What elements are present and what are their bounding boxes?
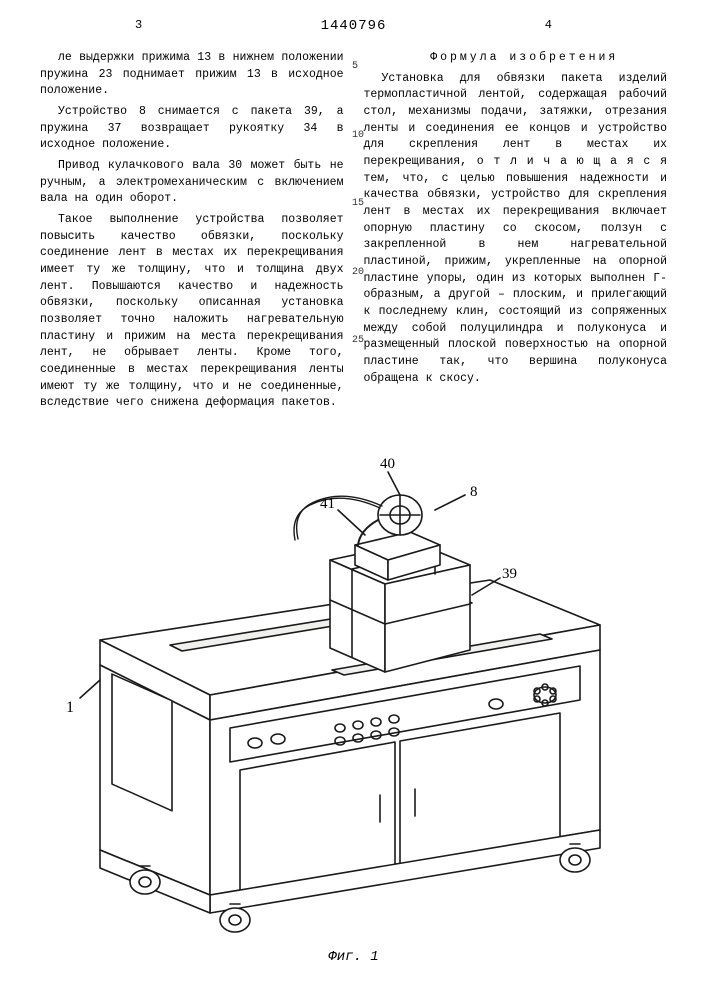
line-number-gutter: 5 10 15 20 25 <box>352 60 364 403</box>
patent-page: 3 1440796 4 5 10 15 20 25 ле выдержки пр… <box>0 0 707 1000</box>
line-num: 20 <box>352 266 364 281</box>
page-number-right: 4 <box>545 18 552 32</box>
callout-40: 40 <box>380 456 395 472</box>
right-column: Формула изобретения Установка для обвязк… <box>364 50 668 416</box>
callout-8: 8 <box>470 484 478 500</box>
callout-39: 39 <box>502 566 517 582</box>
figure-1: 40 41 8 39 1 Фиг. 1 <box>40 440 667 970</box>
paragraph: Устройство 8 снимается с пакета 39, а пр… <box>40 104 344 154</box>
paragraph: Привод кулачкового вала 30 может быть не… <box>40 158 344 208</box>
left-column: ле выдержки прижима 13 в нижнем положени… <box>40 50 344 416</box>
paragraph: Установка для обвязки пакета изделий тер… <box>364 71 668 388</box>
line-num: 15 <box>352 197 364 212</box>
callout-41: 41 <box>320 496 335 512</box>
page-number-left: 3 <box>135 18 142 32</box>
figure-caption: Фиг. 1 <box>328 949 378 965</box>
paragraph: ле выдержки прижима 13 в нижнем положени… <box>40 50 344 100</box>
line-num: 25 <box>352 334 364 349</box>
callout-1: 1 <box>66 699 74 716</box>
claims-heading: Формула изобретения <box>364 50 668 67</box>
line-num: 10 <box>352 129 364 144</box>
document-number: 1440796 <box>321 18 387 34</box>
line-num: 5 <box>352 60 364 75</box>
paragraph: Такое выполнение устройства позволяет по… <box>40 212 344 412</box>
strapping-machine-drawing: 40 41 8 39 1 <box>40 440 667 970</box>
